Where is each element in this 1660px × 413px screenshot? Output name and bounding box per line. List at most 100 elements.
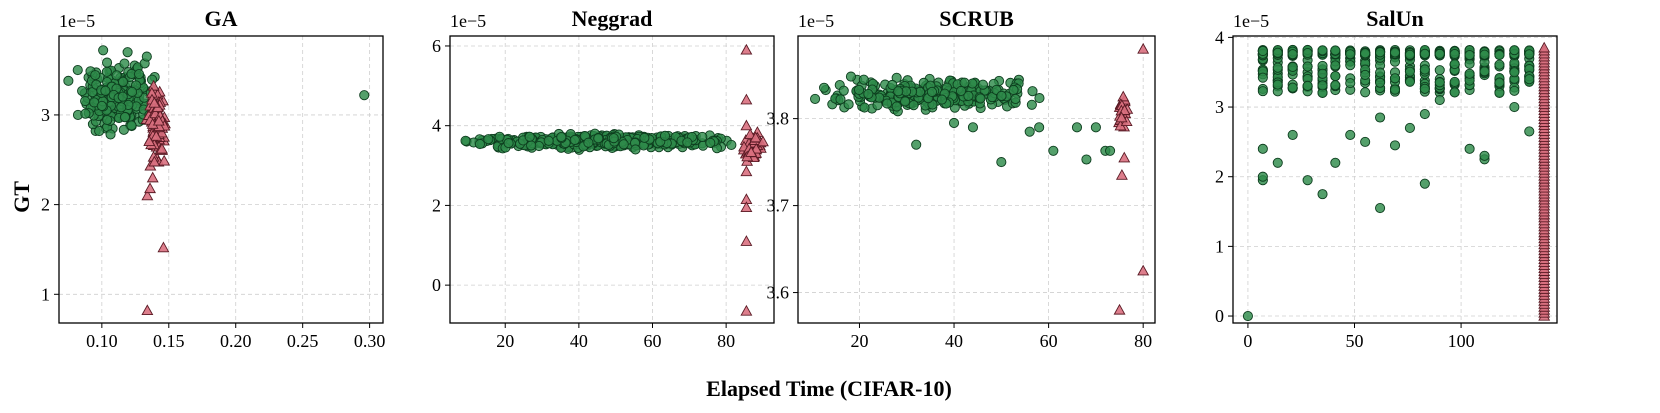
scatter-point-red [740, 93, 753, 105]
chart-panel-salun: 0 50 100 0 1 2 3 4 1e−5 SalUn [1215, 6, 1558, 351]
scatter-point-green [1479, 49, 1490, 60]
scatter-point-green [959, 77, 970, 88]
scatter-point-green [122, 47, 133, 58]
scatter-point-green [1360, 48, 1371, 59]
scatter-point-green [117, 91, 128, 102]
scatter-point-green [1509, 85, 1520, 96]
scatter-point-green [1360, 136, 1371, 147]
scatter-point-green [1287, 49, 1298, 60]
scatter-point-red [1118, 104, 1131, 115]
scatter-point-green [134, 69, 145, 80]
scatter-point-green [1330, 45, 1341, 56]
x-tick-label: 80 [717, 331, 735, 351]
scatter-point-red [749, 131, 762, 143]
scatter-point-green [853, 84, 865, 96]
scatter-point-green [1302, 175, 1313, 186]
scatter-point-red [740, 165, 753, 177]
chart-title: SalUn [1366, 6, 1423, 31]
scatter-point-green [1317, 80, 1328, 91]
scatter-point-green [503, 138, 514, 149]
scatter-point-green [936, 94, 947, 105]
scatter-point-red [756, 135, 769, 147]
scatter-point-green [119, 112, 131, 123]
y-tick-label: 3.6 [767, 283, 790, 303]
scatter-point-red [141, 189, 154, 201]
scatter-point-green [1345, 60, 1356, 71]
scatter-point-green [1464, 143, 1475, 154]
scatter-point-green [1272, 47, 1283, 58]
x-tick-label: 100 [1448, 331, 1475, 351]
scatter-point-red [141, 304, 154, 316]
scatter-point-green [1389, 73, 1401, 84]
scatter-point-green [1434, 48, 1445, 59]
scatter-point-green [1449, 59, 1460, 70]
scatter-point-green [1449, 48, 1460, 60]
y-tick-label: 6 [432, 36, 441, 56]
x-tick-label: 0.30 [354, 331, 386, 351]
chart-title: GA [205, 6, 238, 31]
scatter-point-red [1115, 169, 1128, 180]
scatter-point-green [100, 85, 111, 96]
scatter-point-green [996, 157, 1007, 168]
scatter-point-green [977, 79, 988, 90]
scatter-point-green [1375, 67, 1386, 78]
scatter-point-green [1287, 129, 1298, 140]
scatter-point-red [1137, 264, 1150, 276]
scatter-point-green [1257, 72, 1268, 83]
scatter-point-green [1524, 49, 1535, 60]
scatter-point-green [705, 137, 716, 148]
x-tick-label: 0 [1243, 331, 1252, 351]
scatter-point-green [1449, 76, 1460, 87]
scatter-point-green [835, 94, 846, 105]
scatter-point-green [1479, 66, 1490, 77]
scatter-point-red [148, 96, 161, 108]
scatter-point-green [900, 96, 911, 107]
scatter-point-green [1419, 64, 1430, 75]
y-tick-label: 2 [1215, 167, 1224, 187]
scatter-point-green [359, 90, 370, 101]
scatter-point-green [1404, 122, 1415, 134]
scatter-point-green [1330, 80, 1341, 91]
scatter-point-green [1509, 67, 1520, 78]
scatter-point-green [102, 114, 113, 126]
scatter-point-red [146, 171, 159, 183]
scatter-point-green [1330, 60, 1341, 71]
scatter-point-green [77, 85, 88, 96]
scatter-point-green [838, 85, 849, 96]
chart-title: Neggrad [572, 6, 653, 31]
axes-frame [449, 35, 775, 324]
scatter-point-green [1071, 122, 1083, 133]
scatter-point-green [682, 137, 693, 148]
scatter-point-green [526, 140, 537, 151]
scatter-point-green [1272, 79, 1283, 90]
scatter-point-green [926, 86, 938, 97]
axes-frame [1232, 35, 1558, 324]
scatter-point-green [859, 102, 870, 113]
y-tick-label: 0 [432, 275, 441, 295]
scatter-point-red [744, 128, 757, 139]
scatter-point-green [1027, 86, 1038, 97]
scatter-point-green [460, 135, 471, 146]
scatter-point-red [152, 114, 165, 126]
scatter-point-red [157, 241, 170, 253]
scatter-point-red [740, 119, 753, 131]
axes-frame [58, 35, 384, 324]
scatter-point-green [483, 134, 494, 145]
scatter-point-green [1464, 68, 1475, 79]
scatter-point-green [1360, 69, 1371, 80]
scatter-point-green [1389, 84, 1401, 95]
scatter-point-green [1317, 68, 1328, 79]
scatter-point-green [1524, 74, 1535, 85]
x-tick-label: 50 [1346, 331, 1364, 351]
scatter-point-green [1389, 47, 1401, 58]
scatter-point-green [608, 133, 619, 144]
scatter-point-green [659, 130, 671, 141]
x-tick-label: 20 [850, 331, 868, 351]
scatter-point-green [1375, 112, 1386, 123]
y-tick-label: 3 [41, 105, 50, 125]
scatter-point-green [1479, 150, 1490, 161]
scatter-point-green [1464, 50, 1475, 61]
scatter-point-green [1105, 145, 1116, 156]
